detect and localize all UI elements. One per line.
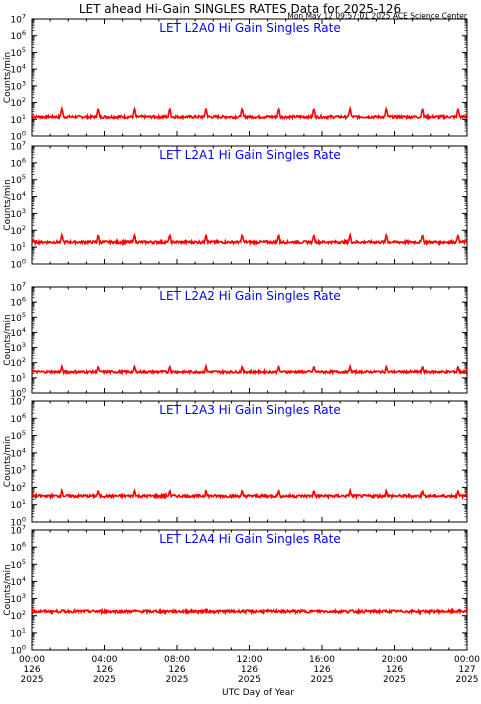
plot-frame bbox=[31, 145, 468, 265]
rate-series-line bbox=[31, 363, 468, 377]
y-tick-label: 106 bbox=[10, 156, 26, 169]
plot-frame bbox=[31, 400, 468, 523]
y-tick-exponent: 6 bbox=[22, 541, 26, 549]
y-tick-exponent: 7 bbox=[22, 281, 26, 289]
y-tick-exponent: 3 bbox=[22, 464, 26, 472]
y-tick-label: 106 bbox=[10, 412, 26, 425]
y-tick-exponent: 0 bbox=[22, 644, 26, 652]
y-tick-exponent: 5 bbox=[22, 558, 26, 566]
x-tick-time: 00:00 bbox=[19, 655, 45, 665]
x-tick-year: 2025 bbox=[383, 675, 406, 685]
y-tick-exponent: 6 bbox=[22, 296, 26, 304]
x-tick-day: 126 bbox=[386, 665, 403, 675]
x-tick-year: 2025 bbox=[238, 675, 261, 685]
rate-series-line bbox=[31, 231, 468, 247]
x-tick-time: 08:00 bbox=[164, 655, 190, 665]
y-tick-exponent: 4 bbox=[22, 63, 26, 71]
y-tick-exponent: 0 bbox=[22, 258, 26, 266]
plot-frame bbox=[31, 529, 468, 651]
x-tick-time: 16:00 bbox=[309, 655, 335, 665]
panel-title: LET L2A3 Hi Gain Singles Rate bbox=[159, 403, 340, 417]
y-tick-exponent: 3 bbox=[22, 341, 26, 349]
x-tick-time: 00:00 bbox=[454, 655, 480, 665]
y-axis-label: Counts/min bbox=[3, 179, 13, 230]
y-tick-label: 100 bbox=[10, 258, 26, 271]
x-tick-year: 2025 bbox=[93, 675, 116, 685]
y-tick-exponent: 6 bbox=[22, 29, 26, 37]
y-tick-exponent: 5 bbox=[22, 311, 26, 319]
y-tick-exponent: 3 bbox=[22, 207, 26, 215]
y-tick-exponent: 0 bbox=[22, 130, 26, 138]
y-tick-exponent: 7 bbox=[22, 140, 26, 148]
y-tick-exponent: 1 bbox=[22, 371, 26, 379]
panel-title: LET L2A0 Hi Gain Singles Rate bbox=[159, 21, 340, 35]
x-tick-day: 126 bbox=[241, 665, 258, 675]
x-tick-time: 04:00 bbox=[92, 655, 118, 665]
y-tick-label: 101 bbox=[10, 113, 26, 126]
y-tick-exponent: 1 bbox=[22, 113, 26, 121]
rate-series-line bbox=[31, 105, 468, 121]
x-tick-day: 127 bbox=[458, 665, 475, 675]
y-tick-exponent: 6 bbox=[22, 156, 26, 164]
figure-title: LET ahead Hi-Gain SINGLES RATES Data for… bbox=[79, 2, 401, 16]
rate-series-line bbox=[31, 607, 468, 616]
y-tick-exponent: 5 bbox=[22, 173, 26, 181]
y-tick-label: 107 bbox=[10, 13, 26, 26]
generation-timestamp: Mon May 12 09:57:01 2025 ACE Science Cen… bbox=[287, 12, 468, 21]
y-tick-label: 106 bbox=[10, 29, 26, 42]
x-tick-day: 126 bbox=[313, 665, 330, 675]
x-tick-year: 2025 bbox=[21, 675, 44, 685]
y-tick-label: 106 bbox=[10, 541, 26, 554]
x-tick-day: 126 bbox=[96, 665, 113, 675]
y-tick-exponent: 3 bbox=[22, 79, 26, 87]
y-tick-exponent: 4 bbox=[22, 575, 26, 583]
y-tick-exponent: 2 bbox=[22, 481, 26, 489]
panel-title: LET L2A4 Hi Gain Singles Rate bbox=[159, 532, 340, 546]
y-tick-exponent: 7 bbox=[22, 395, 26, 403]
y-axis-label: Counts/min bbox=[3, 564, 13, 615]
y-tick-exponent: 5 bbox=[22, 46, 26, 54]
y-tick-exponent: 1 bbox=[22, 498, 26, 506]
x-tick-time: 20:00 bbox=[382, 655, 408, 665]
x-tick-year: 2025 bbox=[311, 675, 334, 685]
y-tick-exponent: 6 bbox=[22, 412, 26, 420]
y-tick-label: 101 bbox=[10, 498, 26, 511]
rate-series-line bbox=[31, 487, 468, 501]
y-tick-exponent: 5 bbox=[22, 429, 26, 437]
y-tick-exponent: 2 bbox=[22, 356, 26, 364]
x-tick-year: 2025 bbox=[456, 675, 479, 685]
x-tick-year: 2025 bbox=[166, 675, 189, 685]
y-tick-exponent: 4 bbox=[22, 446, 26, 454]
y-tick-exponent: 7 bbox=[22, 524, 26, 532]
y-tick-exponent: 2 bbox=[22, 96, 26, 104]
y-tick-label: 101 bbox=[10, 626, 26, 639]
x-tick-day: 126 bbox=[23, 665, 40, 675]
y-tick-exponent: 7 bbox=[22, 13, 26, 21]
x-tick-time: 12:00 bbox=[237, 655, 263, 665]
y-tick-exponent: 2 bbox=[22, 609, 26, 617]
y-tick-exponent: 4 bbox=[22, 190, 26, 198]
y-tick-exponent: 1 bbox=[22, 241, 26, 249]
y-tick-exponent: 0 bbox=[22, 516, 26, 524]
x-tick-day: 126 bbox=[168, 665, 185, 675]
y-tick-exponent: 0 bbox=[22, 387, 26, 395]
y-tick-label: 101 bbox=[10, 371, 26, 384]
y-tick-exponent: 2 bbox=[22, 224, 26, 232]
y-tick-label: 107 bbox=[10, 281, 26, 294]
y-tick-exponent: 3 bbox=[22, 592, 26, 600]
y-axis-label: Counts/min bbox=[3, 52, 13, 103]
panel-title: LET L2A1 Hi Gain Singles Rate bbox=[159, 148, 340, 162]
panel-title: LET L2A2 Hi Gain Singles Rate bbox=[159, 289, 340, 303]
y-axis-label: Counts/min bbox=[3, 314, 13, 365]
y-tick-label: 101 bbox=[10, 241, 26, 254]
x-axis-label: UTC Day of Year bbox=[222, 688, 294, 698]
y-tick-label: 106 bbox=[10, 296, 26, 309]
y-tick-exponent: 1 bbox=[22, 626, 26, 634]
y-tick-exponent: 4 bbox=[22, 326, 26, 334]
y-axis-label: Counts/min bbox=[3, 436, 13, 487]
